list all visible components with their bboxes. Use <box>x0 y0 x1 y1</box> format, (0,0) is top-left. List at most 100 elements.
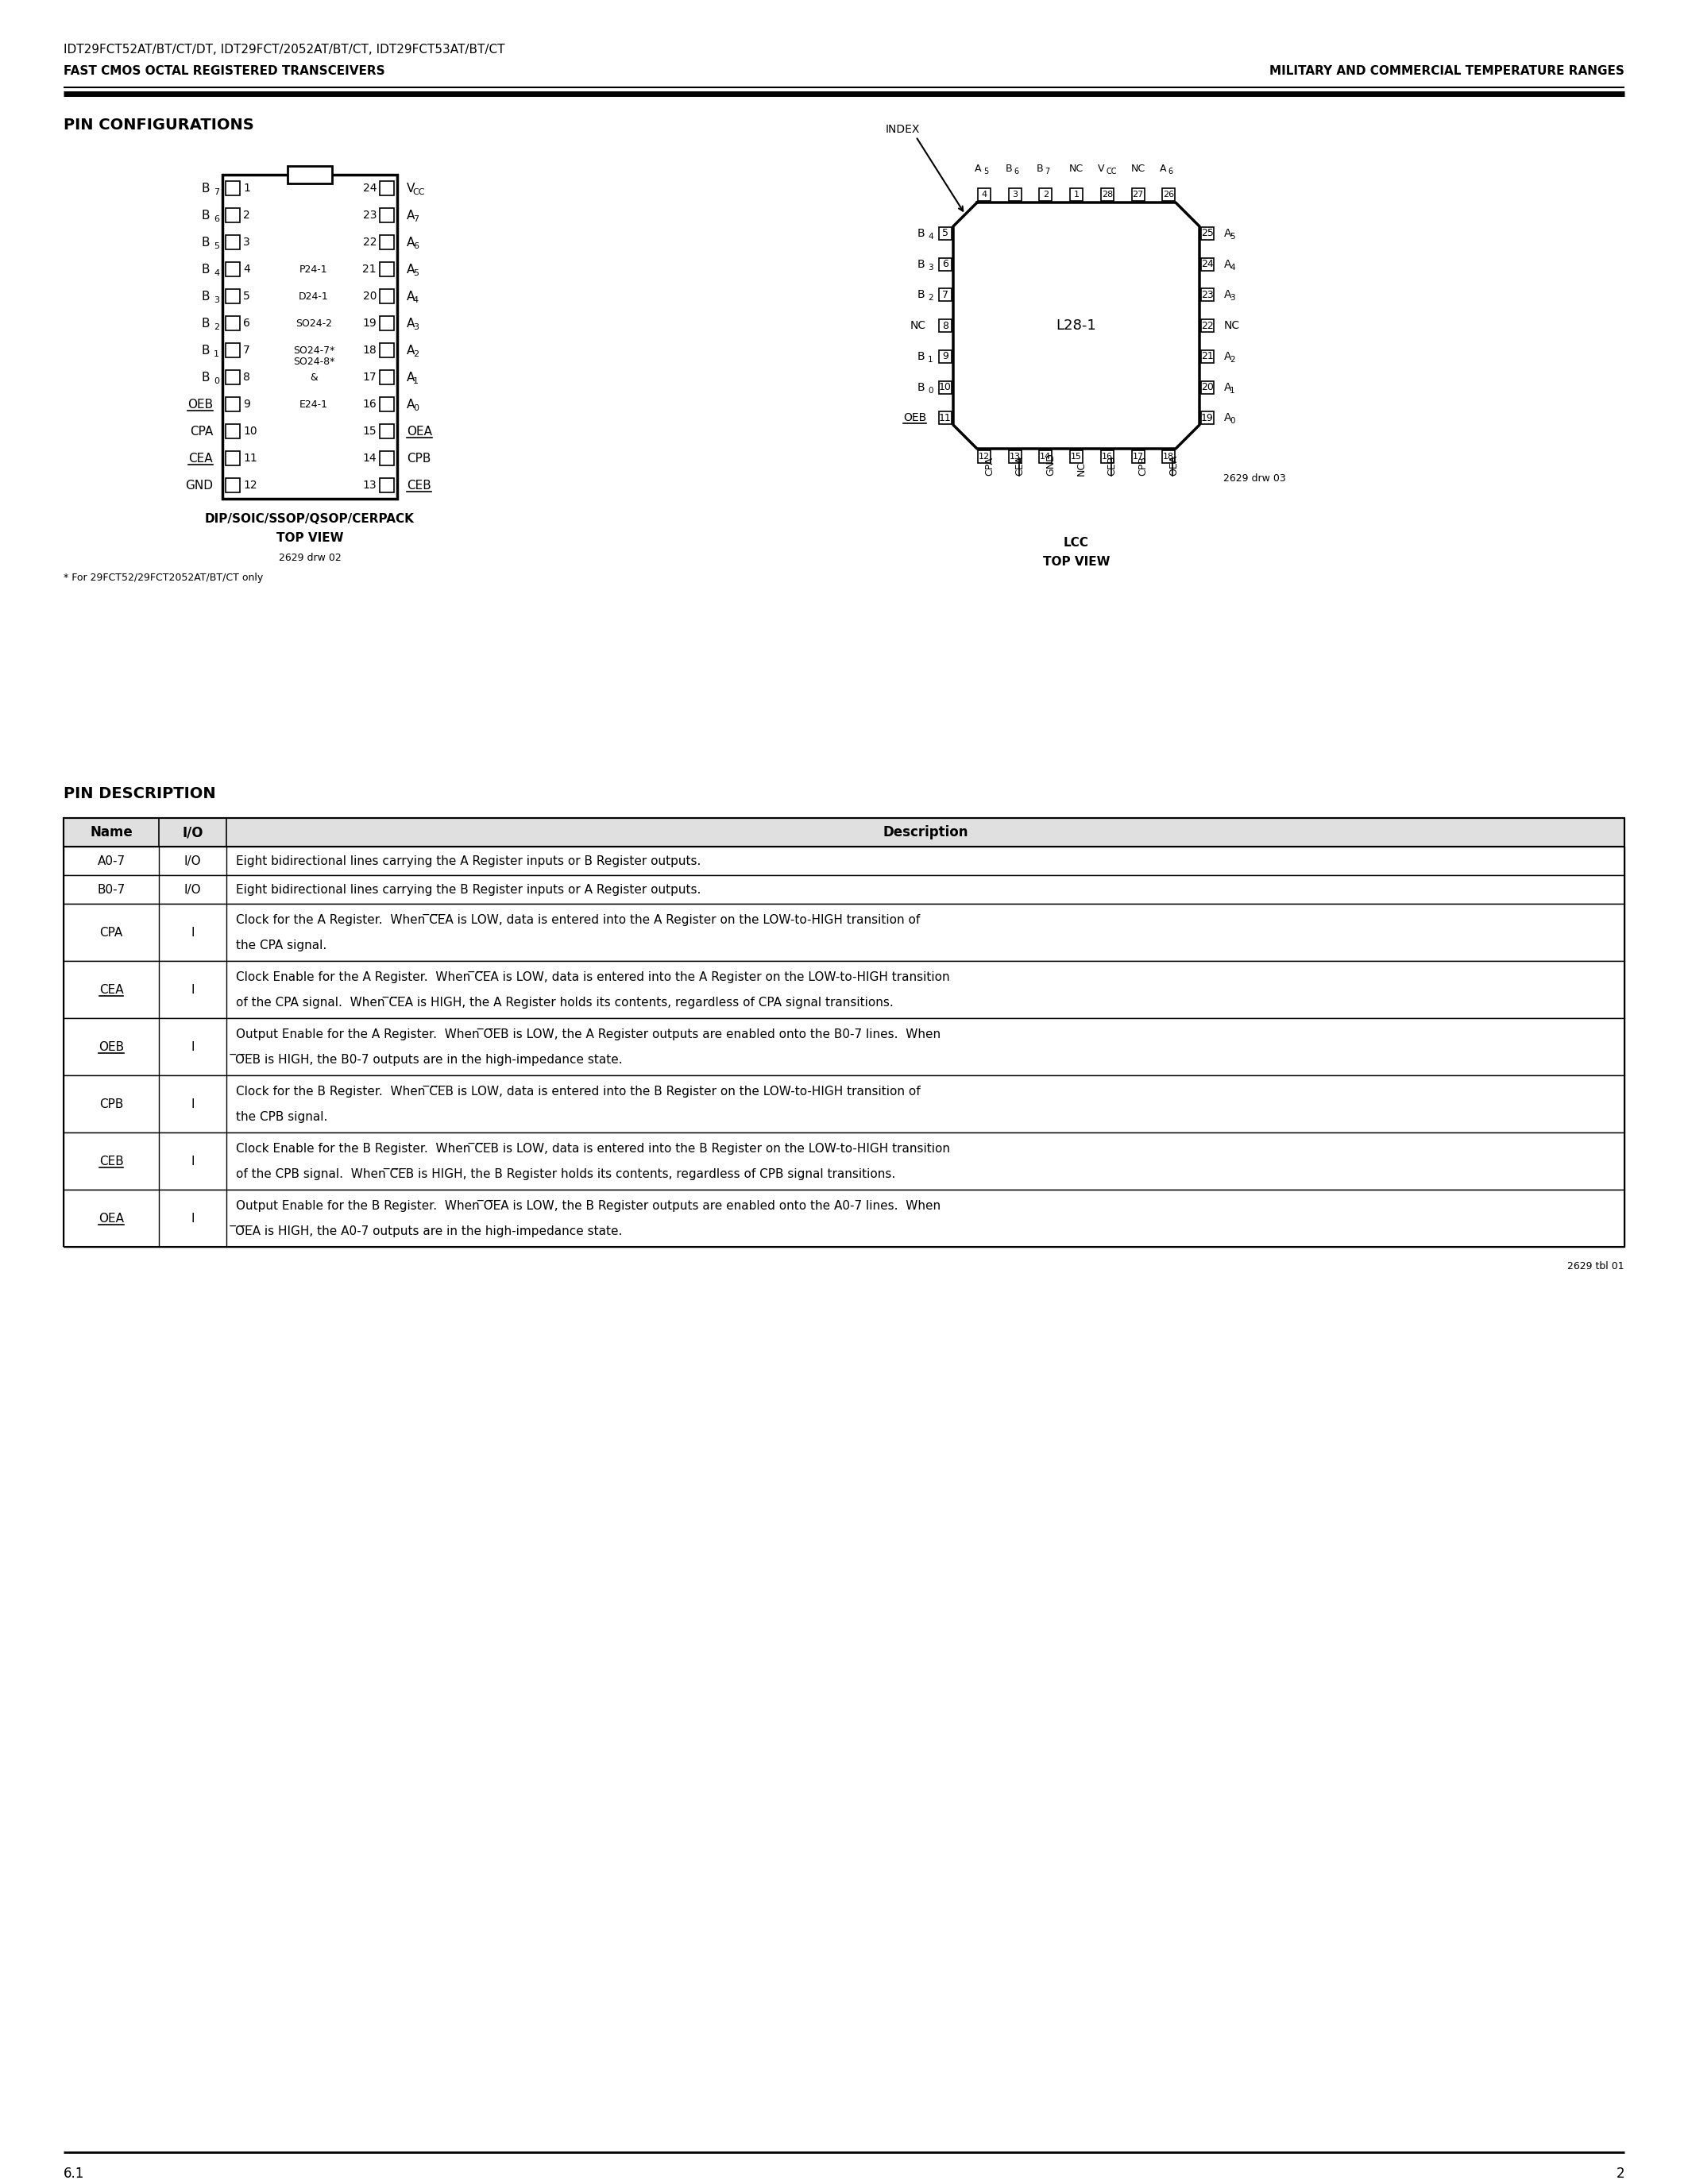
Text: 0: 0 <box>214 378 219 384</box>
Bar <box>380 343 393 358</box>
Text: A: A <box>976 164 982 175</box>
Bar <box>64 1190 1624 1247</box>
Text: 3: 3 <box>1229 295 1236 301</box>
Text: I/O: I/O <box>182 826 203 839</box>
Text: A: A <box>407 210 415 221</box>
Text: 6: 6 <box>1014 168 1020 175</box>
Text: 2: 2 <box>1615 2167 1624 2182</box>
Text: B: B <box>201 210 209 221</box>
Text: I: I <box>191 1212 194 1225</box>
Text: 24: 24 <box>1202 260 1214 269</box>
Text: TOP VIEW: TOP VIEW <box>277 533 343 544</box>
Bar <box>977 450 991 463</box>
Text: CC: CC <box>1106 168 1117 175</box>
Text: the CPB signal.: the CPB signal. <box>236 1112 327 1123</box>
Text: 26: 26 <box>1163 190 1175 199</box>
Text: A: A <box>1224 288 1232 301</box>
Text: I: I <box>191 926 194 939</box>
Text: 10: 10 <box>243 426 257 437</box>
Text: 14: 14 <box>1040 452 1052 461</box>
Text: 7: 7 <box>243 345 250 356</box>
Text: B: B <box>201 264 209 275</box>
Bar <box>380 478 393 491</box>
Text: 3: 3 <box>928 264 933 271</box>
Text: 8: 8 <box>243 371 250 382</box>
Text: * For 29FCT52/29FCT2052AT/BT/CT only: * For 29FCT52/29FCT2052AT/BT/CT only <box>64 572 263 583</box>
Text: Clock Enable for the B Register.  When ̅C̅E̅B is LOW, data is entered into the B: Clock Enable for the B Register. When ̅C… <box>236 1142 950 1155</box>
Text: 4: 4 <box>981 190 987 199</box>
Text: 23: 23 <box>363 210 376 221</box>
Text: 15: 15 <box>363 426 376 437</box>
Text: 11: 11 <box>243 452 257 463</box>
Text: 2: 2 <box>243 210 250 221</box>
Text: I: I <box>191 1155 194 1166</box>
Bar <box>1202 349 1214 363</box>
Text: A: A <box>407 264 415 275</box>
Bar <box>939 380 952 393</box>
Text: 2: 2 <box>214 323 219 332</box>
Text: Description: Description <box>883 826 969 839</box>
Text: I: I <box>191 983 194 996</box>
Bar <box>287 166 333 183</box>
Bar <box>380 236 393 249</box>
Text: DIP/SOIC/SSOP/QSOP/CERPACK: DIP/SOIC/SSOP/QSOP/CERPACK <box>204 513 415 524</box>
Text: 9: 9 <box>243 400 250 411</box>
Text: Output Enable for the B Register.  When ̅O̅E̅A is LOW, the B Register outputs ar: Output Enable for the B Register. When ̅… <box>236 1199 940 1212</box>
Bar <box>226 478 240 491</box>
Text: CEA: CEA <box>189 452 213 465</box>
Bar <box>380 424 393 439</box>
Text: Eight bidirectional lines carrying the A Register inputs or B Register outputs.: Eight bidirectional lines carrying the A… <box>236 854 701 867</box>
Text: A: A <box>1224 258 1232 269</box>
Text: 13: 13 <box>1009 452 1020 461</box>
Text: PIN DESCRIPTION: PIN DESCRIPTION <box>64 786 216 802</box>
Text: 21: 21 <box>1202 352 1214 363</box>
Text: CPB: CPB <box>1138 456 1148 476</box>
Text: OEA: OEA <box>98 1212 123 1225</box>
Text: ̅O̅E̅B is HIGH, the B0-7 outputs are in the high-impedance state.: ̅O̅E̅B is HIGH, the B0-7 outputs are in … <box>236 1053 623 1066</box>
Bar <box>1131 188 1144 201</box>
Bar <box>64 1075 1624 1133</box>
Bar <box>977 188 991 201</box>
Text: 6: 6 <box>942 260 949 269</box>
Text: NC: NC <box>1224 321 1241 332</box>
Bar <box>939 288 952 301</box>
Text: 5: 5 <box>414 269 419 277</box>
Text: 3: 3 <box>243 236 250 247</box>
Text: B: B <box>917 288 925 301</box>
Bar <box>380 397 393 411</box>
Bar <box>1070 188 1082 201</box>
Bar <box>226 207 240 223</box>
Bar <box>380 181 393 194</box>
Text: 5: 5 <box>243 290 250 301</box>
Text: CPA: CPA <box>100 926 123 939</box>
Text: A: A <box>1224 352 1232 363</box>
Text: ̅O̅E̅A is HIGH, the A0-7 outputs are in the high-impedance state.: ̅O̅E̅A is HIGH, the A0-7 outputs are in … <box>236 1225 623 1236</box>
Text: 12: 12 <box>243 480 257 491</box>
Text: 1: 1 <box>243 183 250 194</box>
Text: 22: 22 <box>1202 321 1214 330</box>
Text: B: B <box>201 236 209 249</box>
Bar <box>380 262 393 277</box>
Text: NC: NC <box>1069 164 1084 175</box>
Bar <box>380 369 393 384</box>
Text: 16: 16 <box>1102 452 1112 461</box>
Bar <box>939 319 952 332</box>
Text: A0-7: A0-7 <box>98 854 125 867</box>
Text: A: A <box>407 345 415 356</box>
Bar <box>226 424 240 439</box>
Text: 3: 3 <box>1013 190 1018 199</box>
Text: CPA: CPA <box>984 456 994 476</box>
Bar <box>1163 450 1175 463</box>
Text: 7: 7 <box>414 216 419 223</box>
Text: CC: CC <box>414 188 425 197</box>
Bar <box>1202 380 1214 393</box>
Text: 2: 2 <box>1229 356 1236 363</box>
Bar <box>1101 188 1114 201</box>
Text: I: I <box>191 1042 194 1053</box>
Text: B: B <box>1006 164 1013 175</box>
Text: 17: 17 <box>1133 452 1143 461</box>
Text: 6: 6 <box>1168 168 1173 175</box>
Text: 1: 1 <box>1229 387 1236 395</box>
Bar <box>64 904 1624 961</box>
Text: 18: 18 <box>363 345 376 356</box>
